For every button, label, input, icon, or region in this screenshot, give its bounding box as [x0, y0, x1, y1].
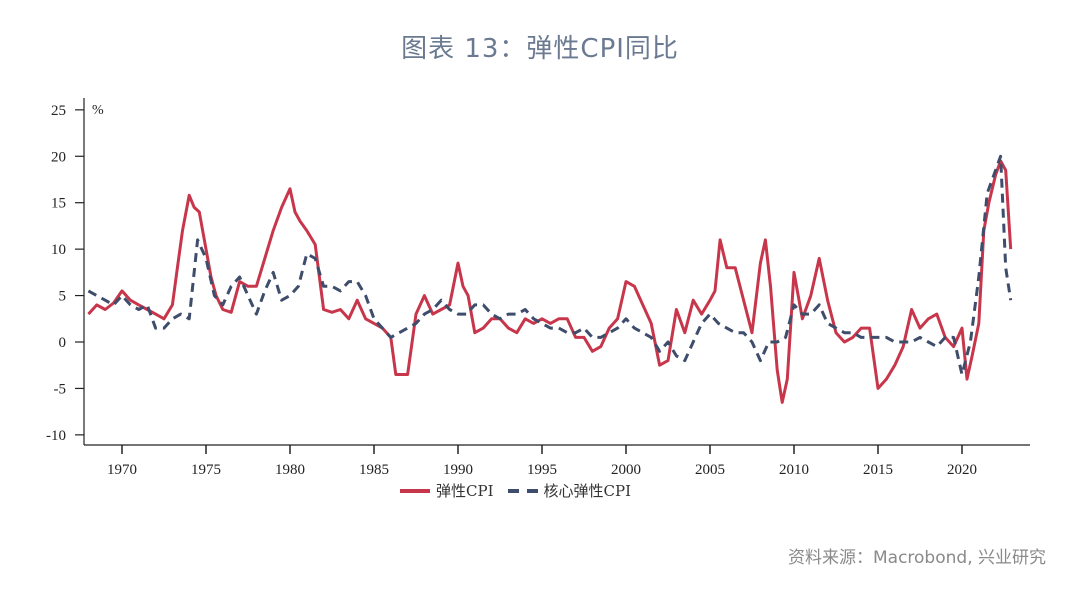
source-note: 资料来源：Macrobond, 兴业研究: [787, 548, 1046, 568]
y-unit-label: %: [92, 103, 104, 118]
y-tick-label: 25: [51, 103, 66, 119]
series-group: [87, 154, 1013, 404]
x-tick-label: 1975: [191, 462, 221, 478]
x-tick-label: 1970: [107, 462, 137, 478]
legend: 弹性CPI 核心弹性CPI: [400, 480, 645, 501]
y-tick-label: 15: [51, 196, 66, 212]
series-flexible-cpi: [87, 159, 1013, 404]
y-tick-label: 0: [59, 335, 67, 351]
x-tick-label: 2005: [695, 462, 725, 478]
x-tick-label: 2000: [611, 462, 641, 478]
legend-label: 核心弹性CPI: [543, 482, 632, 500]
legend-item-flexible-cpi: 弹性CPI: [400, 480, 494, 501]
y-tick-label: 5: [59, 289, 67, 305]
y-tick-label: 10: [51, 242, 66, 258]
y-tick-label: -5: [54, 381, 67, 397]
chart-title: 图表 13：弹性CPI同比: [401, 34, 679, 64]
y-tick-label: 20: [51, 149, 66, 165]
x-tick-label: 1990: [443, 462, 473, 478]
legend-item-core-flexible-cpi: 核心弹性CPI: [507, 480, 632, 501]
x-tick-label: 1985: [359, 462, 389, 478]
dashed-line-swatch-icon: [507, 488, 538, 493]
x-tick-label: 2010: [779, 462, 809, 478]
y-tick-label: -10: [46, 428, 66, 444]
x-tick-label: 1995: [527, 462, 557, 478]
x-tick-label: 1980: [275, 462, 305, 478]
x-tick-label: 2015: [863, 462, 893, 478]
legend-label: 弹性CPI: [436, 482, 494, 500]
x-tick-label: 2020: [947, 462, 977, 478]
solid-line-swatch-icon: [400, 488, 430, 493]
series-core-flexible-cpi: [87, 154, 1013, 376]
